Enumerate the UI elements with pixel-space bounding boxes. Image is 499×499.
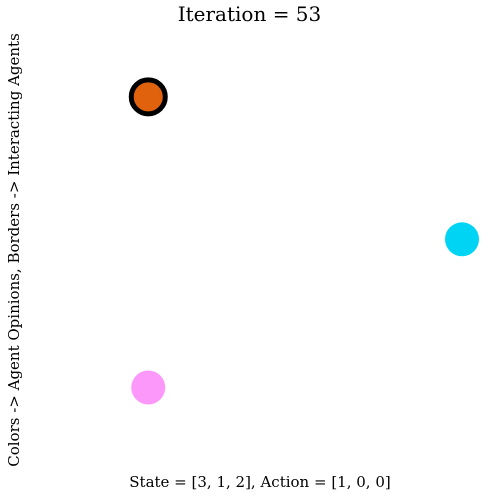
chart-title: Iteration = 53 xyxy=(177,2,322,26)
agent-point-2 xyxy=(131,370,166,405)
agent-point-0 xyxy=(128,77,168,117)
agent-point-1 xyxy=(445,222,479,257)
x-axis-label: State = [3, 1, 2], Action = [1, 0, 0] xyxy=(129,473,391,491)
